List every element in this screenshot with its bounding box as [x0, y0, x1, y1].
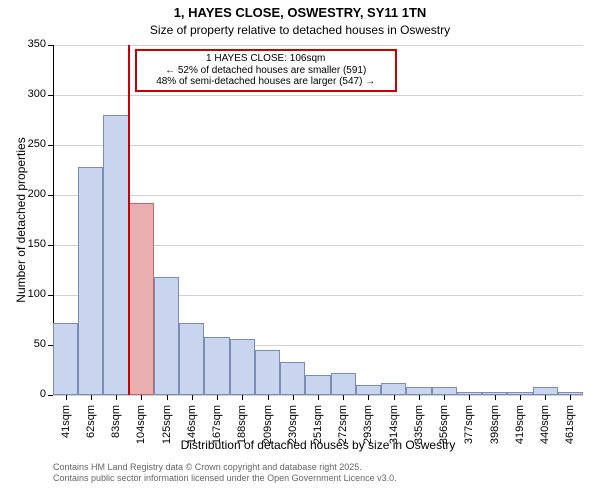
histogram-bar: [53, 323, 78, 395]
histogram-bar: [280, 362, 305, 395]
xtick-mark: [444, 395, 445, 400]
histogram-bar: [381, 383, 406, 395]
xtick-label: 230sqm: [287, 405, 299, 451]
annotation-line3: 48% of semi-detached houses are larger (…: [141, 76, 391, 88]
xtick-mark: [91, 395, 92, 400]
xtick-mark: [192, 395, 193, 400]
gridline: [53, 95, 583, 96]
histogram-bar: [331, 373, 356, 395]
xtick-label: 272sqm: [337, 405, 349, 451]
marker-line: [128, 45, 130, 395]
histogram-bar: [533, 387, 558, 395]
xtick-label: 440sqm: [539, 405, 551, 451]
xtick-label: 104sqm: [135, 405, 147, 451]
ytick-label: 250: [16, 138, 46, 150]
ytick-mark: [48, 45, 53, 46]
histogram-bar: [103, 115, 128, 395]
gridline: [53, 195, 583, 196]
xtick-mark: [66, 395, 67, 400]
ytick-label: 100: [16, 288, 46, 300]
xtick-mark: [141, 395, 142, 400]
xtick-mark: [520, 395, 521, 400]
xtick-mark: [394, 395, 395, 400]
ytick-mark: [48, 195, 53, 196]
xtick-label: 377sqm: [463, 405, 475, 451]
chart-container: 1, HAYES CLOSE, OSWESTRY, SY11 1TN Size …: [0, 0, 600, 500]
xtick-label: 41sqm: [60, 405, 72, 451]
annotation-line1: 1 HAYES CLOSE: 106sqm: [141, 53, 391, 65]
xtick-label: 125sqm: [161, 405, 173, 451]
xtick-mark: [368, 395, 369, 400]
xtick-mark: [545, 395, 546, 400]
histogram-bar: [356, 385, 381, 395]
histogram-bar: [154, 277, 179, 395]
ytick-mark: [48, 95, 53, 96]
xtick-mark: [242, 395, 243, 400]
chart-title-line1: 1, HAYES CLOSE, OSWESTRY, SY11 1TN: [0, 5, 600, 20]
histogram-bar: [179, 323, 204, 395]
footer-line1: Contains HM Land Registry data © Crown c…: [53, 462, 397, 473]
xtick-label: 398sqm: [489, 405, 501, 451]
histogram-bar: [406, 387, 431, 395]
ytick-label: 0: [16, 388, 46, 400]
xtick-label: 293sqm: [362, 405, 374, 451]
xtick-label: 251sqm: [312, 405, 324, 451]
histogram-bar: [230, 339, 255, 395]
xtick-label: 461sqm: [564, 405, 576, 451]
xtick-mark: [293, 395, 294, 400]
ytick-label: 350: [16, 38, 46, 50]
xtick-label: 419sqm: [514, 405, 526, 451]
footer-line2: Contains public sector information licen…: [53, 473, 397, 484]
xtick-mark: [167, 395, 168, 400]
ytick-label: 150: [16, 238, 46, 250]
histogram-bar: [129, 203, 154, 395]
plot-area: 05010015020025030035041sqm62sqm83sqm104s…: [53, 45, 583, 395]
xtick-mark: [469, 395, 470, 400]
ytick-mark: [48, 295, 53, 296]
xtick-label: 335sqm: [413, 405, 425, 451]
xtick-label: 356sqm: [438, 405, 450, 451]
xtick-mark: [419, 395, 420, 400]
footer-attribution: Contains HM Land Registry data © Crown c…: [53, 462, 397, 485]
xtick-mark: [217, 395, 218, 400]
histogram-bar: [432, 387, 457, 395]
ytick-label: 200: [16, 188, 46, 200]
xtick-label: 209sqm: [262, 405, 274, 451]
histogram-bar: [204, 337, 229, 395]
xtick-mark: [318, 395, 319, 400]
annotation-line2: ← 52% of detached houses are smaller (59…: [141, 65, 391, 77]
histogram-bar: [305, 375, 330, 395]
xtick-mark: [495, 395, 496, 400]
ytick-label: 300: [16, 88, 46, 100]
ytick-mark: [48, 145, 53, 146]
xtick-label: 167sqm: [211, 405, 223, 451]
xtick-mark: [116, 395, 117, 400]
xtick-mark: [268, 395, 269, 400]
xtick-mark: [570, 395, 571, 400]
gridline: [53, 45, 583, 46]
xtick-label: 188sqm: [236, 405, 248, 451]
ytick-mark: [48, 245, 53, 246]
histogram-bar: [78, 167, 103, 395]
xtick-label: 146sqm: [186, 405, 198, 451]
ytick-mark: [48, 395, 53, 396]
chart-title-line2: Size of property relative to detached ho…: [0, 23, 600, 37]
gridline: [53, 145, 583, 146]
xtick-label: 62sqm: [85, 405, 97, 451]
xtick-mark: [343, 395, 344, 400]
xtick-label: 83sqm: [110, 405, 122, 451]
xtick-label: 314sqm: [388, 405, 400, 451]
histogram-bar: [255, 350, 280, 395]
annotation-box: 1 HAYES CLOSE: 106sqm ← 52% of detached …: [135, 49, 397, 92]
ytick-label: 50: [16, 338, 46, 350]
